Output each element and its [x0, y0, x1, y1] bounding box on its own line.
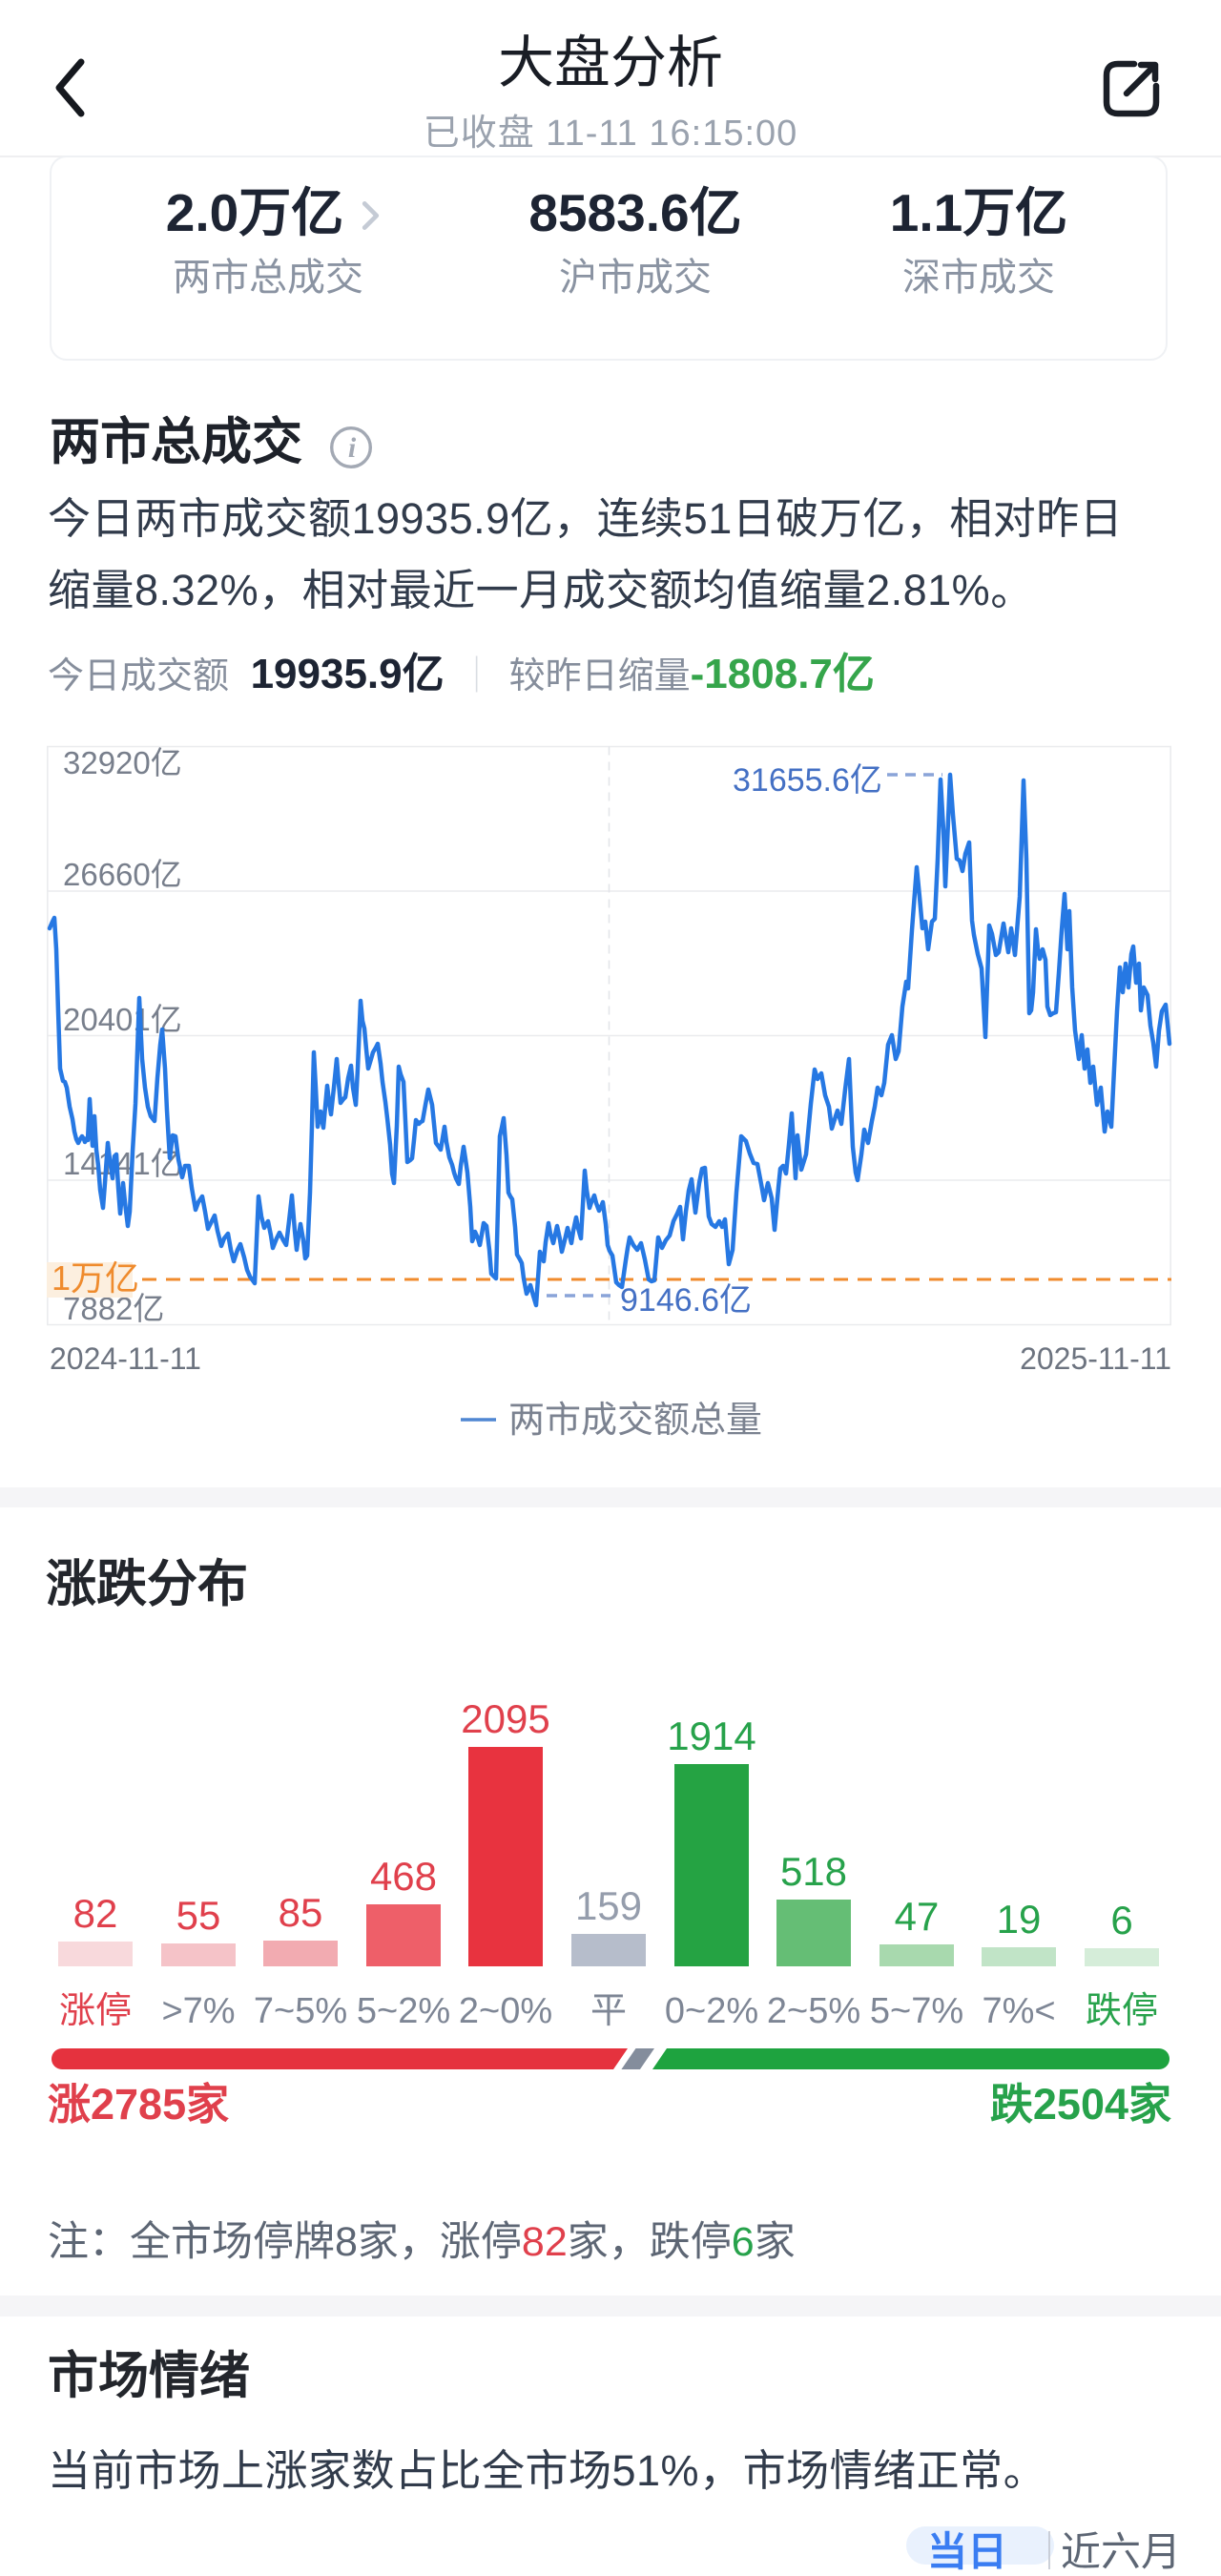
- svg-text:26660亿: 26660亿: [63, 857, 182, 892]
- svg-text:2025-11-11: 2025-11-11: [1020, 1341, 1171, 1376]
- svg-text:2024-11-11: 2024-11-11: [50, 1341, 201, 1376]
- svg-text:31655.6亿: 31655.6亿: [733, 762, 882, 799]
- svg-text:1万亿: 1万亿: [52, 1258, 139, 1298]
- svg-text:9146.6亿: 9146.6亿: [620, 1282, 752, 1319]
- svg-text:14141亿: 14141亿: [63, 1146, 182, 1181]
- svg-text:i: i: [348, 432, 357, 464]
- svg-text:32920亿: 32920亿: [63, 745, 182, 780]
- svg-text:两市成交额总量: 两市成交额总量: [508, 1401, 762, 1441]
